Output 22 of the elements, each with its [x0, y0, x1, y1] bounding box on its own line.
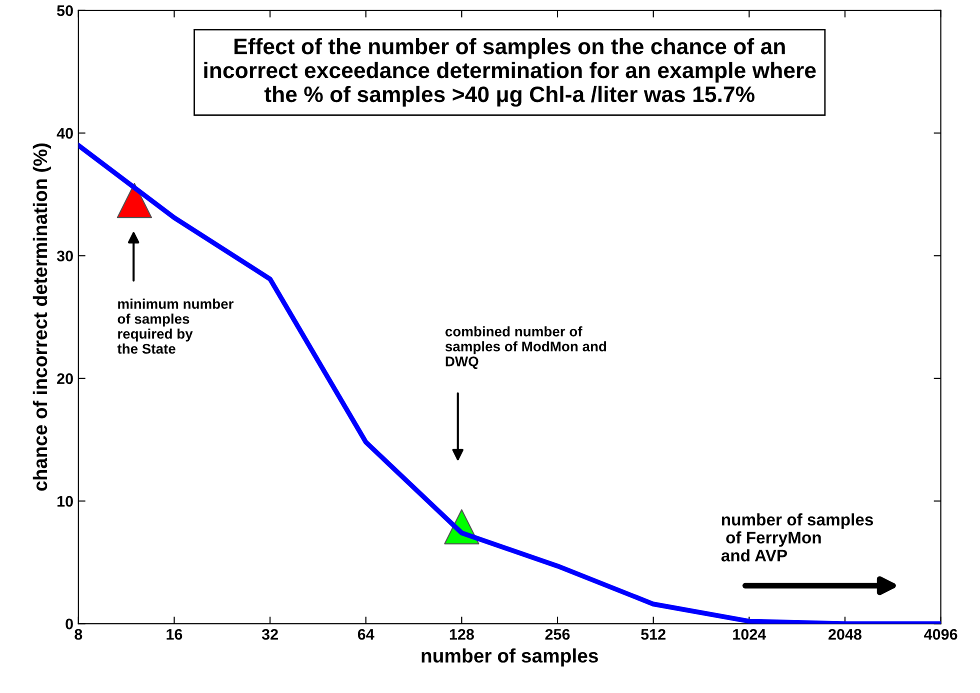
x-tick-label: 4096: [924, 628, 958, 640]
x-tick-label: 2048: [828, 628, 862, 640]
y-tick-label: 10: [58, 496, 73, 507]
x-tick-label: 16: [166, 628, 182, 640]
x-tick-label: 32: [262, 628, 278, 640]
annotation: number of samples of FerryMon and AVP: [721, 513, 874, 562]
text: Effect of the number of samples on the chance of an incorrect exceedance determination for an example where the % of samples >40 μg Chl-a /liter was 15.7%: [204, 38, 816, 107]
y-tick-label: 30: [56, 250, 73, 262]
x-tick-label: 1024: [733, 628, 766, 640]
y-tick-label: 20: [57, 373, 73, 384]
x-tick-label: 128: [450, 628, 474, 640]
annotation: combined number of samples of ModMon and DWQ: [445, 326, 606, 369]
annotation: minimum number of samples required by the State: [117, 298, 234, 354]
x-tick-label: 8: [74, 628, 82, 640]
y-axis-title: chance of incorrect determination (%): [32, 144, 51, 491]
y-tick-label: 0: [66, 618, 73, 630]
x-tick-label: 512: [641, 628, 666, 640]
y-tick-label: 50: [57, 5, 73, 16]
x-axis-title: number of samples: [422, 648, 598, 666]
y-tick-label: 40: [56, 128, 73, 139]
x-tick-label: 64: [358, 628, 374, 640]
x-tick-label: 256: [545, 628, 570, 640]
